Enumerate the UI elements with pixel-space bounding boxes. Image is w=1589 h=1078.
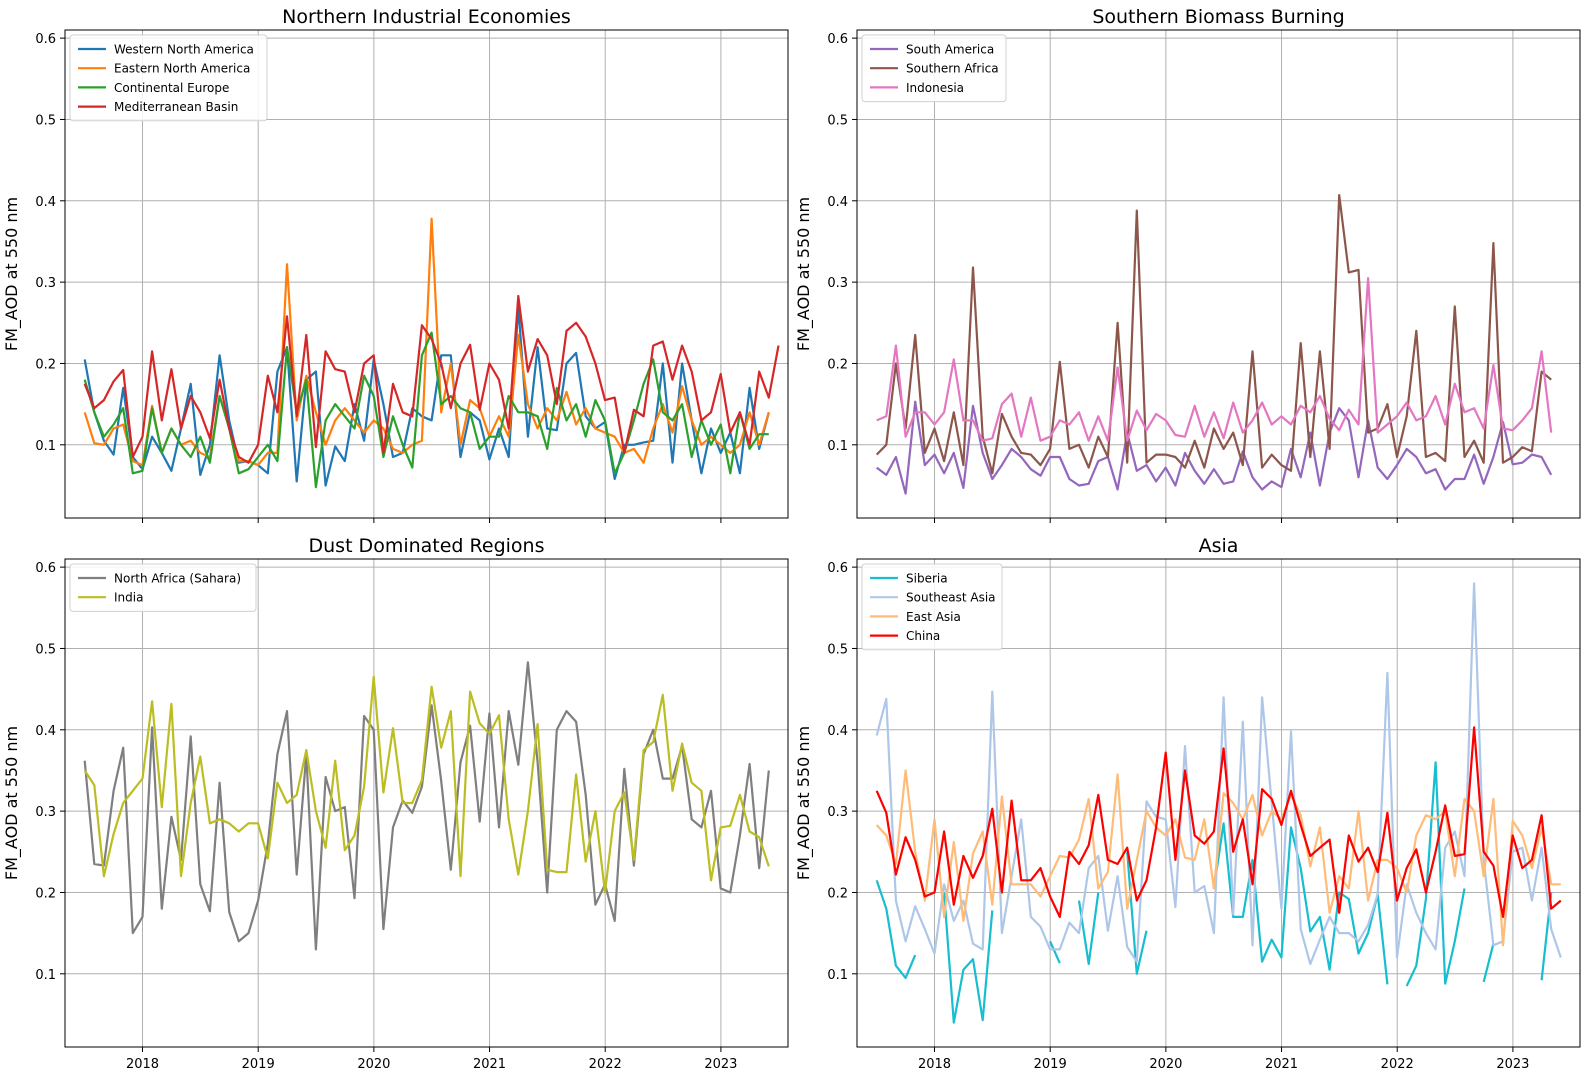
chart-2-y-tick-label: 0.3	[827, 276, 848, 291]
chart-1-y-tick-label: 0.4	[35, 195, 56, 210]
series-line-western-north-america	[83, 305, 770, 487]
legend-label-mediterranean-basin: Mediterranean Basin	[114, 100, 238, 114]
chart-3-x-tick-label: 2021	[473, 1057, 506, 1072]
series-line-east-asia	[875, 769, 1561, 947]
legend-label-continental-europe: Continental Europe	[114, 81, 229, 95]
chart-2-title: Southern Biomass Burning	[1092, 6, 1344, 28]
chart-1-y-tick-label: 0.5	[35, 113, 56, 128]
chart-4-legend: Siberia Southeast Asia East Asia China	[861, 563, 1003, 651]
legend-label-china: China	[906, 629, 940, 643]
legend-label-east-asia: East Asia	[906, 610, 961, 624]
series-line-south-america	[876, 400, 1553, 495]
legend-label-southern-africa: Southern Africa	[906, 62, 999, 76]
chart-2-series-group	[875, 194, 1553, 495]
series-line-china	[875, 726, 1562, 918]
chart-3-x-tick-label: 2022	[589, 1057, 622, 1072]
chart-3-y-tick-label: 0.4	[35, 724, 56, 739]
chart-4-legend-box	[861, 563, 1003, 651]
chart-1-series-group	[83, 217, 780, 489]
chart-1-panel: 0.1 0.2 0.3 0.4 0.5 0.6 Northern Industrial Ec…	[2, 6, 789, 523]
chart-3-panel: 0.1 0.2 0.3 0.4 0.5 0.6 2018 2019 2020 2021 2022 20…	[2, 535, 789, 1072]
chart-2-y-tick-label: 0.2	[827, 357, 848, 372]
chart-1-axes-frame	[64, 29, 789, 519]
chart-2-y-tick-label: 0.4	[827, 195, 848, 210]
series-line-southeast-asia	[875, 582, 1562, 966]
chart-1-legend-box	[69, 34, 268, 122]
chart-4-y-tick-label: 0.3	[827, 805, 848, 820]
chart-1-legend: Western North America Eastern North Ameri…	[69, 34, 268, 122]
chart-3-y-tick-label: 0.1	[35, 968, 56, 983]
chart-3-y-axis-label: FM_AOD at 550 nm	[2, 726, 22, 880]
chart-1-y-tick-label: 0.6	[35, 32, 56, 47]
chart-3-x-tick-label: 2018	[126, 1057, 159, 1072]
chart-4-panel: 0.1 0.2 0.3 0.4 0.5 0.6 2018 2019 2020 2021 2022 20…	[794, 535, 1581, 1072]
series-line-southern-africa	[875, 194, 1552, 475]
chart-3-y-tick-label: 0.6	[35, 561, 56, 576]
chart-4-x-tick-label: 2022	[1381, 1057, 1414, 1072]
chart-2-axes-frame	[856, 29, 1581, 519]
chart-4-y-tick-label: 0.5	[827, 642, 848, 657]
legend-label-south-america: South America	[906, 43, 994, 57]
chart-4-x-tick-label: 2020	[1149, 1057, 1182, 1072]
chart-1-y-tick-label: 0.2	[35, 357, 56, 372]
chart-3-legend-box	[69, 563, 257, 612]
chart-1-y-tick-label: 0.3	[35, 276, 56, 291]
chart-4-x-tick-label: 2023	[1496, 1057, 1529, 1072]
chart-1-title: Northern Industrial Economies	[282, 6, 571, 28]
chart-3-series-group	[83, 661, 770, 951]
chart-3-legend: North Africa (Sahara) India	[69, 563, 257, 612]
chart-3-y-tick-label: 0.5	[35, 642, 56, 657]
series-line-indonesia	[876, 277, 1553, 442]
chart-2-y-tick-label: 0.1	[827, 439, 848, 454]
chart-3-x-tick-label: 2019	[242, 1057, 275, 1072]
chart-4-y-tick-label: 0.2	[827, 886, 848, 901]
chart-2-y-tick-label: 0.6	[827, 32, 848, 47]
chart-2-legend-box	[861, 34, 1007, 103]
chart-1-y-tick-label: 0.1	[35, 439, 56, 454]
legend-label-indonesia: Indonesia	[906, 81, 964, 95]
chart-4-x-tick-label: 2018	[918, 1057, 951, 1072]
chart-2-legend: South America Southern Africa Indonesia	[861, 34, 1007, 103]
legend-label-north-africa-sahara: North Africa (Sahara)	[114, 572, 241, 586]
chart-4-title: Asia	[1199, 535, 1239, 557]
legend-label-southeast-asia: Southeast Asia	[906, 591, 996, 605]
chart-2-panel: 0.1 0.2 0.3 0.4 0.5 0.6 Southern Biomass Burni…	[794, 6, 1581, 523]
chart-4-y-axis-label: FM_AOD at 550 nm	[794, 726, 814, 880]
series-line-mediterranean-basin	[83, 294, 780, 464]
chart-4-axes-frame	[856, 558, 1581, 1048]
chart-3-y-tick-label: 0.2	[35, 886, 56, 901]
series-line-continental-europe	[83, 331, 769, 489]
chart-1-y-axis-label: FM_AOD at 550 nm	[2, 197, 22, 351]
legend-label-india: India	[114, 591, 143, 605]
chart-3-x-tick-label: 2020	[357, 1057, 390, 1072]
series-line-eastern-north-america	[83, 217, 770, 467]
series-line-siberia	[875, 761, 1553, 1024]
chart-2-y-tick-label: 0.5	[827, 113, 848, 128]
chart-4-y-tick-label: 0.6	[827, 561, 848, 576]
chart-4-x-tick-label: 2019	[1034, 1057, 1067, 1072]
chart-4-series-group	[875, 582, 1562, 1024]
legend-label-eastern-north-america: Eastern North America	[114, 62, 250, 76]
chart-2-y-axis-label: FM_AOD at 550 nm	[794, 197, 814, 351]
chart-4-y-tick-label: 0.1	[827, 968, 848, 983]
series-line-india	[83, 675, 770, 894]
chart-3-x-tick-label: 2023	[704, 1057, 737, 1072]
chart-3-y-tick-label: 0.3	[35, 805, 56, 820]
chart-3-axes-frame	[64, 558, 789, 1048]
legend-label-siberia: Siberia	[906, 572, 948, 586]
chart-4-x-tick-label: 2021	[1265, 1057, 1298, 1072]
chart-4-y-tick-label: 0.4	[827, 724, 848, 739]
chart-3-title: Dust Dominated Regions	[309, 535, 545, 557]
legend-label-western-north-america: Western North America	[114, 43, 254, 57]
